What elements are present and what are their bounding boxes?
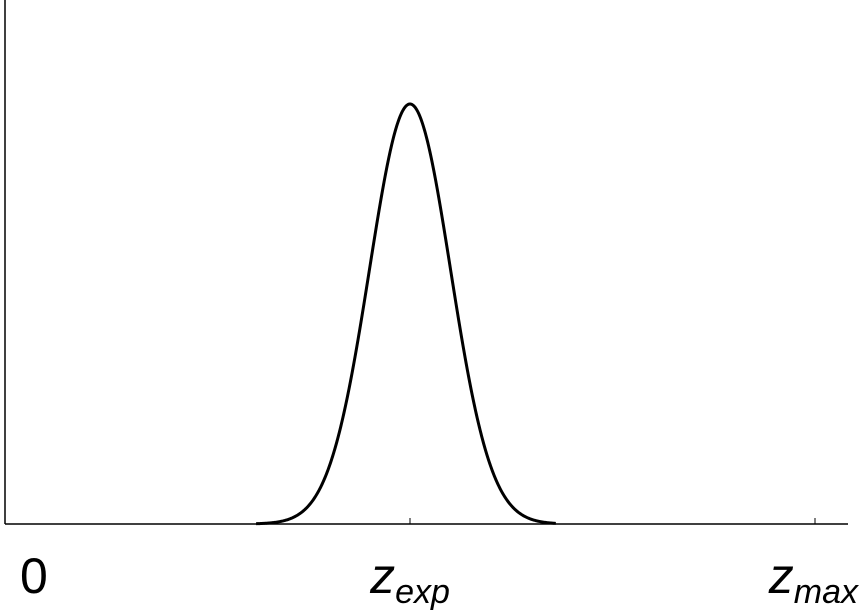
x-tick-label-sub-1: exp — [395, 573, 450, 611]
x-tick-labels: 0 zexp zmax — [20, 548, 859, 611]
x-tick-label-2: zmax — [768, 548, 859, 611]
x-tick-label-1: zexp — [369, 548, 450, 611]
x-tick-label-0: 0 — [20, 548, 48, 604]
x-tick-label-main-1: z — [369, 548, 395, 604]
series-line — [256, 102, 556, 526]
x-tick-label-main-0: 0 — [20, 548, 48, 604]
x-ticks — [4, 518, 816, 524]
x-tick-label-main-2: z — [768, 548, 794, 604]
x-tick-label-sub-2: max — [794, 573, 859, 611]
